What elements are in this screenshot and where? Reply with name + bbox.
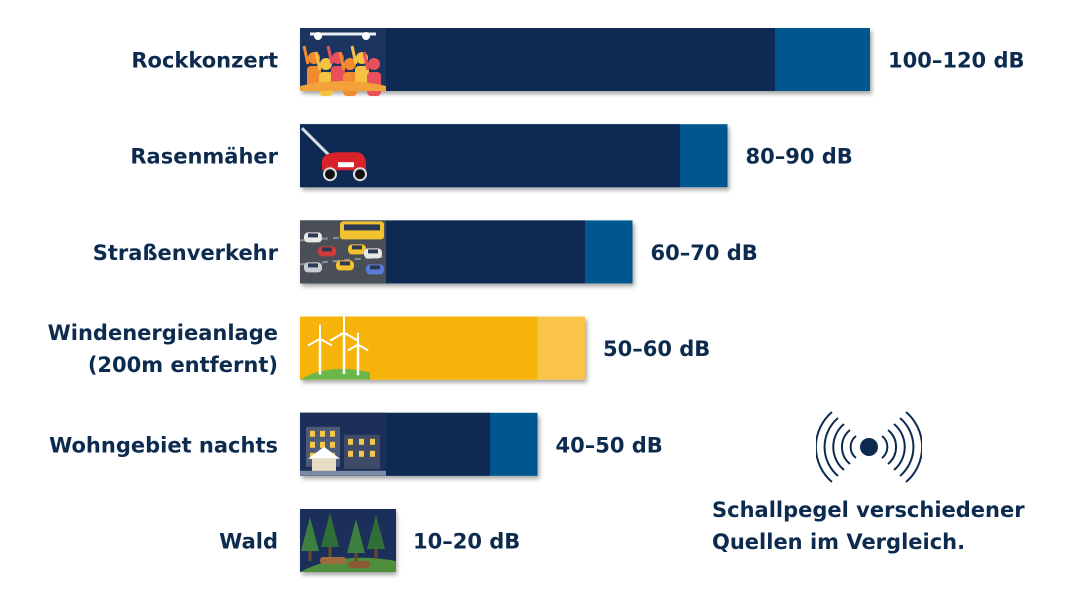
value-label-1: 80–90 dB bbox=[746, 145, 853, 169]
night-houses-icon bbox=[300, 412, 386, 476]
forest-icon bbox=[300, 509, 396, 572]
chart-caption: Schallpegel verschiedener Quellen im Ver… bbox=[712, 494, 1052, 558]
value-label-5: 10–20 dB bbox=[413, 530, 520, 554]
category-label-4: Wohngebiet nachts bbox=[49, 433, 278, 457]
category-label-1: Rasenmäher bbox=[130, 145, 278, 169]
value-label-4: 40–50 dB bbox=[556, 433, 663, 457]
category-label-0: Rockkonzert bbox=[131, 49, 278, 73]
category-label-2: Straßenverkehr bbox=[93, 241, 279, 265]
caption-line-1: Schallpegel verschiedener bbox=[712, 498, 1025, 522]
bars-group: Rockkonzert 100–120 dB Rasenmäher 80–90 dB S… bbox=[48, 28, 1025, 572]
category-label-5: Wald bbox=[219, 530, 278, 554]
value-label-2: 60–70 dB bbox=[651, 241, 758, 265]
caption-line-2: Quellen im Vergleich. bbox=[712, 530, 966, 554]
value-label-3: 50–60 dB bbox=[603, 337, 710, 361]
traffic-icon bbox=[299, 220, 387, 284]
concert-crowd-icon bbox=[300, 28, 386, 96]
category-label-3-line-0: Windenergieanlage bbox=[48, 321, 278, 345]
wind-turbines-icon bbox=[300, 316, 370, 380]
sound-waves-icon bbox=[816, 411, 922, 483]
lawn-mower-icon bbox=[300, 127, 367, 182]
value-label-0: 100–120 dB bbox=[888, 49, 1025, 73]
category-label-3-line-1: (200m entfernt) bbox=[88, 353, 278, 377]
